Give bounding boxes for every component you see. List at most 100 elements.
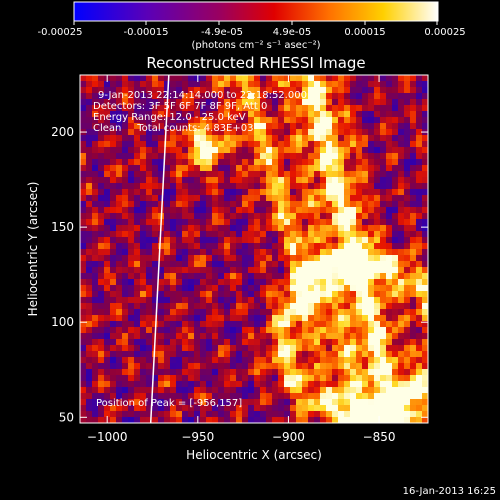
heatmap-cell bbox=[230, 303, 237, 310]
heatmap-cell bbox=[86, 87, 93, 94]
heatmap-cell bbox=[164, 207, 171, 214]
heatmap-cell bbox=[104, 213, 111, 220]
heatmap-cell bbox=[134, 243, 141, 250]
heatmap-cell bbox=[380, 189, 387, 196]
heatmap-cell bbox=[266, 81, 273, 88]
heatmap-cell bbox=[260, 291, 267, 298]
heatmap-cell bbox=[278, 237, 285, 244]
heatmap-cell bbox=[218, 219, 225, 226]
heatmap-cell bbox=[338, 411, 345, 418]
heatmap-cell bbox=[332, 315, 339, 322]
heatmap-cell bbox=[338, 285, 345, 292]
heatmap-cell bbox=[116, 183, 123, 190]
heatmap-cell bbox=[386, 255, 393, 262]
heatmap-cell bbox=[278, 303, 285, 310]
heatmap-cell bbox=[80, 273, 87, 280]
heatmap-cell bbox=[368, 237, 375, 244]
heatmap-cell bbox=[176, 159, 183, 166]
heatmap-cell bbox=[320, 291, 327, 298]
heatmap-cell bbox=[182, 231, 189, 238]
heatmap-cell bbox=[152, 219, 159, 226]
heatmap-cell bbox=[392, 243, 399, 250]
heatmap-cell bbox=[176, 129, 183, 136]
y-tick-label: 50 bbox=[59, 410, 74, 424]
heatmap-cell bbox=[272, 255, 279, 262]
heatmap-cell bbox=[134, 363, 141, 370]
heatmap-cell bbox=[212, 279, 219, 286]
heatmap-cell bbox=[212, 177, 219, 184]
heatmap-cell bbox=[296, 81, 303, 88]
heatmap-cell bbox=[98, 201, 105, 208]
heatmap-cell bbox=[302, 363, 309, 370]
heatmap-cell bbox=[80, 357, 87, 364]
heatmap-cell bbox=[332, 165, 339, 172]
heatmap-cell bbox=[374, 321, 381, 328]
heatmap-cell bbox=[194, 321, 201, 328]
heatmap-cell bbox=[272, 315, 279, 322]
heatmap-cell bbox=[176, 111, 183, 118]
heatmap-cell bbox=[146, 177, 153, 184]
heatmap-cell bbox=[158, 255, 165, 262]
heatmap-cell bbox=[248, 129, 255, 136]
heatmap-cell bbox=[164, 213, 171, 220]
heatmap-cell bbox=[278, 117, 285, 124]
heatmap-cell bbox=[158, 297, 165, 304]
heatmap-cell bbox=[194, 315, 201, 322]
heatmap-cell bbox=[320, 87, 327, 94]
heatmap-cell bbox=[140, 153, 147, 160]
heatmap-cell bbox=[80, 165, 87, 172]
heatmap-cell bbox=[158, 183, 165, 190]
heatmap-cell bbox=[290, 171, 297, 178]
heatmap-cell bbox=[338, 225, 345, 232]
heatmap-cell bbox=[122, 393, 129, 400]
heatmap-cell bbox=[164, 405, 171, 412]
heatmap-cell bbox=[404, 411, 411, 418]
heatmap-cell bbox=[326, 321, 333, 328]
heatmap-cell bbox=[398, 369, 405, 376]
heatmap-cell bbox=[254, 309, 261, 316]
heatmap-cell bbox=[206, 183, 213, 190]
heatmap-cell bbox=[266, 111, 273, 118]
heatmap-cell bbox=[266, 363, 273, 370]
heatmap-cell bbox=[422, 387, 428, 394]
heatmap-cell bbox=[338, 93, 345, 100]
heatmap-cell bbox=[296, 207, 303, 214]
heatmap-cell bbox=[230, 171, 237, 178]
heatmap-cell bbox=[164, 375, 171, 382]
heatmap-cell bbox=[122, 159, 129, 166]
heatmap-cell bbox=[344, 87, 351, 94]
heatmap-cell bbox=[206, 261, 213, 268]
heatmap-cell bbox=[152, 75, 159, 82]
heatmap-cell bbox=[314, 81, 321, 88]
heatmap-cell bbox=[362, 237, 369, 244]
heatmap-cell bbox=[254, 207, 261, 214]
heatmap-cell bbox=[344, 417, 351, 423]
heatmap-cell bbox=[356, 231, 363, 238]
heatmap-cell bbox=[92, 237, 99, 244]
heatmap-cell bbox=[320, 141, 327, 148]
heatmap-cell bbox=[194, 405, 201, 412]
heatmap-cell bbox=[338, 171, 345, 178]
heatmap-cell bbox=[362, 135, 369, 142]
heatmap-cell bbox=[398, 309, 405, 316]
heatmap-cell bbox=[218, 411, 225, 418]
heatmap-cell bbox=[350, 123, 357, 130]
heatmap-cell bbox=[140, 261, 147, 268]
heatmap-cell bbox=[386, 339, 393, 346]
heatmap-cell bbox=[350, 201, 357, 208]
heatmap-cell bbox=[146, 405, 153, 412]
heatmap-cell bbox=[350, 381, 357, 388]
heatmap-cell bbox=[314, 213, 321, 220]
heatmap-cell bbox=[206, 285, 213, 292]
heatmap-cell bbox=[398, 351, 405, 358]
heatmap-cell bbox=[146, 279, 153, 286]
heatmap-cell bbox=[230, 291, 237, 298]
heatmap-cell bbox=[134, 93, 141, 100]
heatmap-cell bbox=[146, 291, 153, 298]
heatmap-cell bbox=[254, 369, 261, 376]
heatmap-cell bbox=[326, 309, 333, 316]
heatmap-cell bbox=[398, 159, 405, 166]
heatmap-cell bbox=[302, 249, 309, 256]
heatmap-cell bbox=[254, 87, 261, 94]
heatmap-cell bbox=[230, 327, 237, 334]
